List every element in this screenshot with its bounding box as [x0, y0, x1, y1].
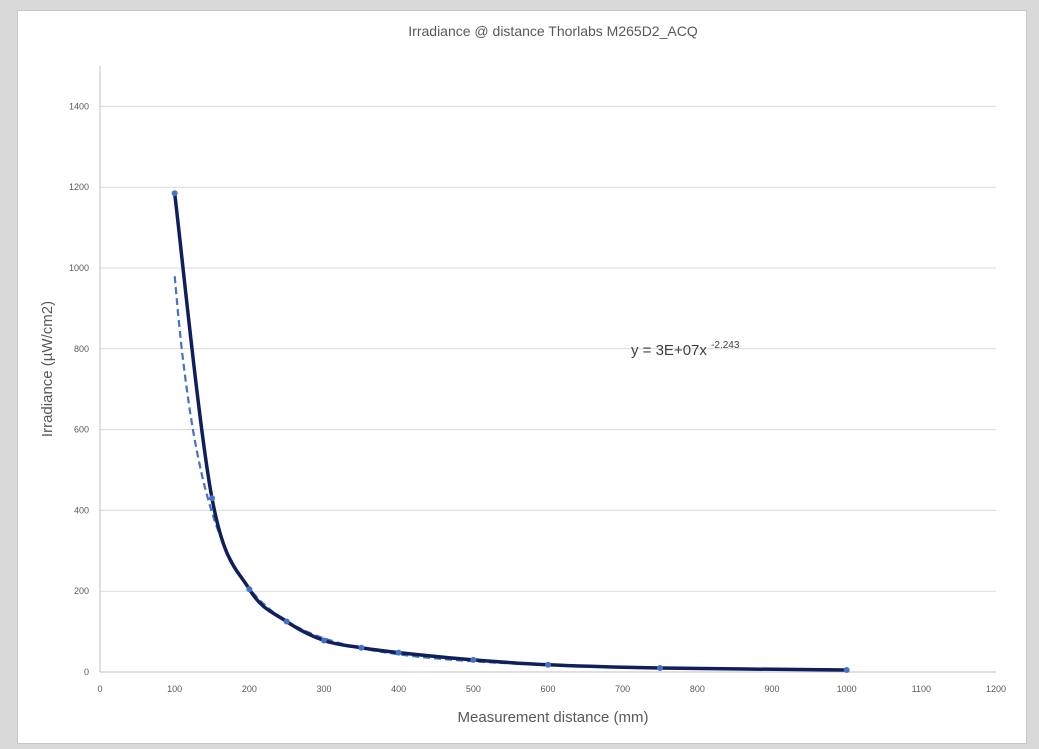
data-point — [171, 190, 178, 197]
trendline-equation: y = 3E+07x -2.243 — [631, 340, 740, 359]
gridlines — [100, 105, 996, 592]
y-tick-label: 0 — [84, 667, 89, 677]
series-line — [172, 193, 847, 672]
x-tick-label: 300 — [316, 684, 331, 694]
data-point — [843, 666, 850, 673]
data-point — [657, 664, 663, 671]
series-group — [171, 190, 850, 673]
x-tick-label: 200 — [242, 684, 257, 694]
x-tick-label: 100 — [167, 684, 182, 694]
data-point — [545, 661, 551, 668]
x-tick-labels: 0 100 200 300 400 500 600 700 800 900 1000 1100 1200 — [97, 684, 1006, 694]
data-point — [470, 656, 477, 663]
y-tick-label: 400 — [74, 505, 89, 515]
chart-svg: Irradiance @ distance Thorlabs M265D2_AC… — [39, 23, 1006, 726]
trendline — [173, 276, 847, 671]
equation-exponent: -2.243 — [711, 340, 740, 351]
data-point — [209, 495, 215, 502]
x-tick-label: 500 — [466, 684, 481, 694]
x-tick-label: 400 — [391, 684, 406, 694]
data-point — [358, 644, 365, 651]
x-tick-label: 1200 — [986, 684, 1006, 694]
x-tick-label: 800 — [690, 684, 705, 694]
data-point — [321, 637, 327, 644]
x-tick-label: 1100 — [912, 684, 931, 694]
x-tick-label: 1000 — [837, 684, 857, 694]
x-axis-title: Measurement distance (mm) — [458, 709, 649, 726]
x-tick-label: 900 — [764, 684, 779, 694]
data-point — [283, 618, 290, 625]
equation-base: y = 3E+07x — [631, 342, 707, 359]
trendline-group — [173, 276, 847, 671]
y-tick-label: 600 — [74, 425, 89, 435]
chart-title: Irradiance @ distance Thorlabs M265D2_AC… — [408, 23, 698, 39]
y-tick-label: 1000 — [69, 263, 89, 273]
x-tick-label: 600 — [540, 684, 555, 694]
data-point — [246, 586, 253, 593]
y-tick-label: 1200 — [69, 182, 89, 192]
chart-area: Irradiance @ distance Thorlabs M265D2_AC… — [17, 10, 1027, 744]
y-tick-labels: 0 200 400 600 800 1000 1200 1400 — [69, 101, 89, 677]
y-axis-title: Irradiance (µW/cm2) — [39, 301, 56, 437]
x-tick-label: 700 — [615, 684, 630, 694]
y-tick-label: 1400 — [69, 101, 89, 111]
y-tick-label: 200 — [74, 586, 89, 596]
data-point — [395, 649, 402, 656]
x-tick-label: 0 — [97, 684, 102, 694]
y-tick-label: 800 — [74, 344, 89, 354]
axes — [99, 66, 996, 673]
